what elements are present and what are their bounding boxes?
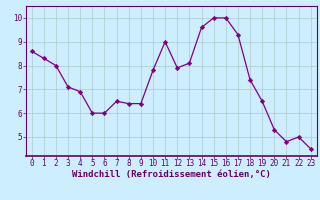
- X-axis label: Windchill (Refroidissement éolien,°C): Windchill (Refroidissement éolien,°C): [72, 170, 271, 179]
